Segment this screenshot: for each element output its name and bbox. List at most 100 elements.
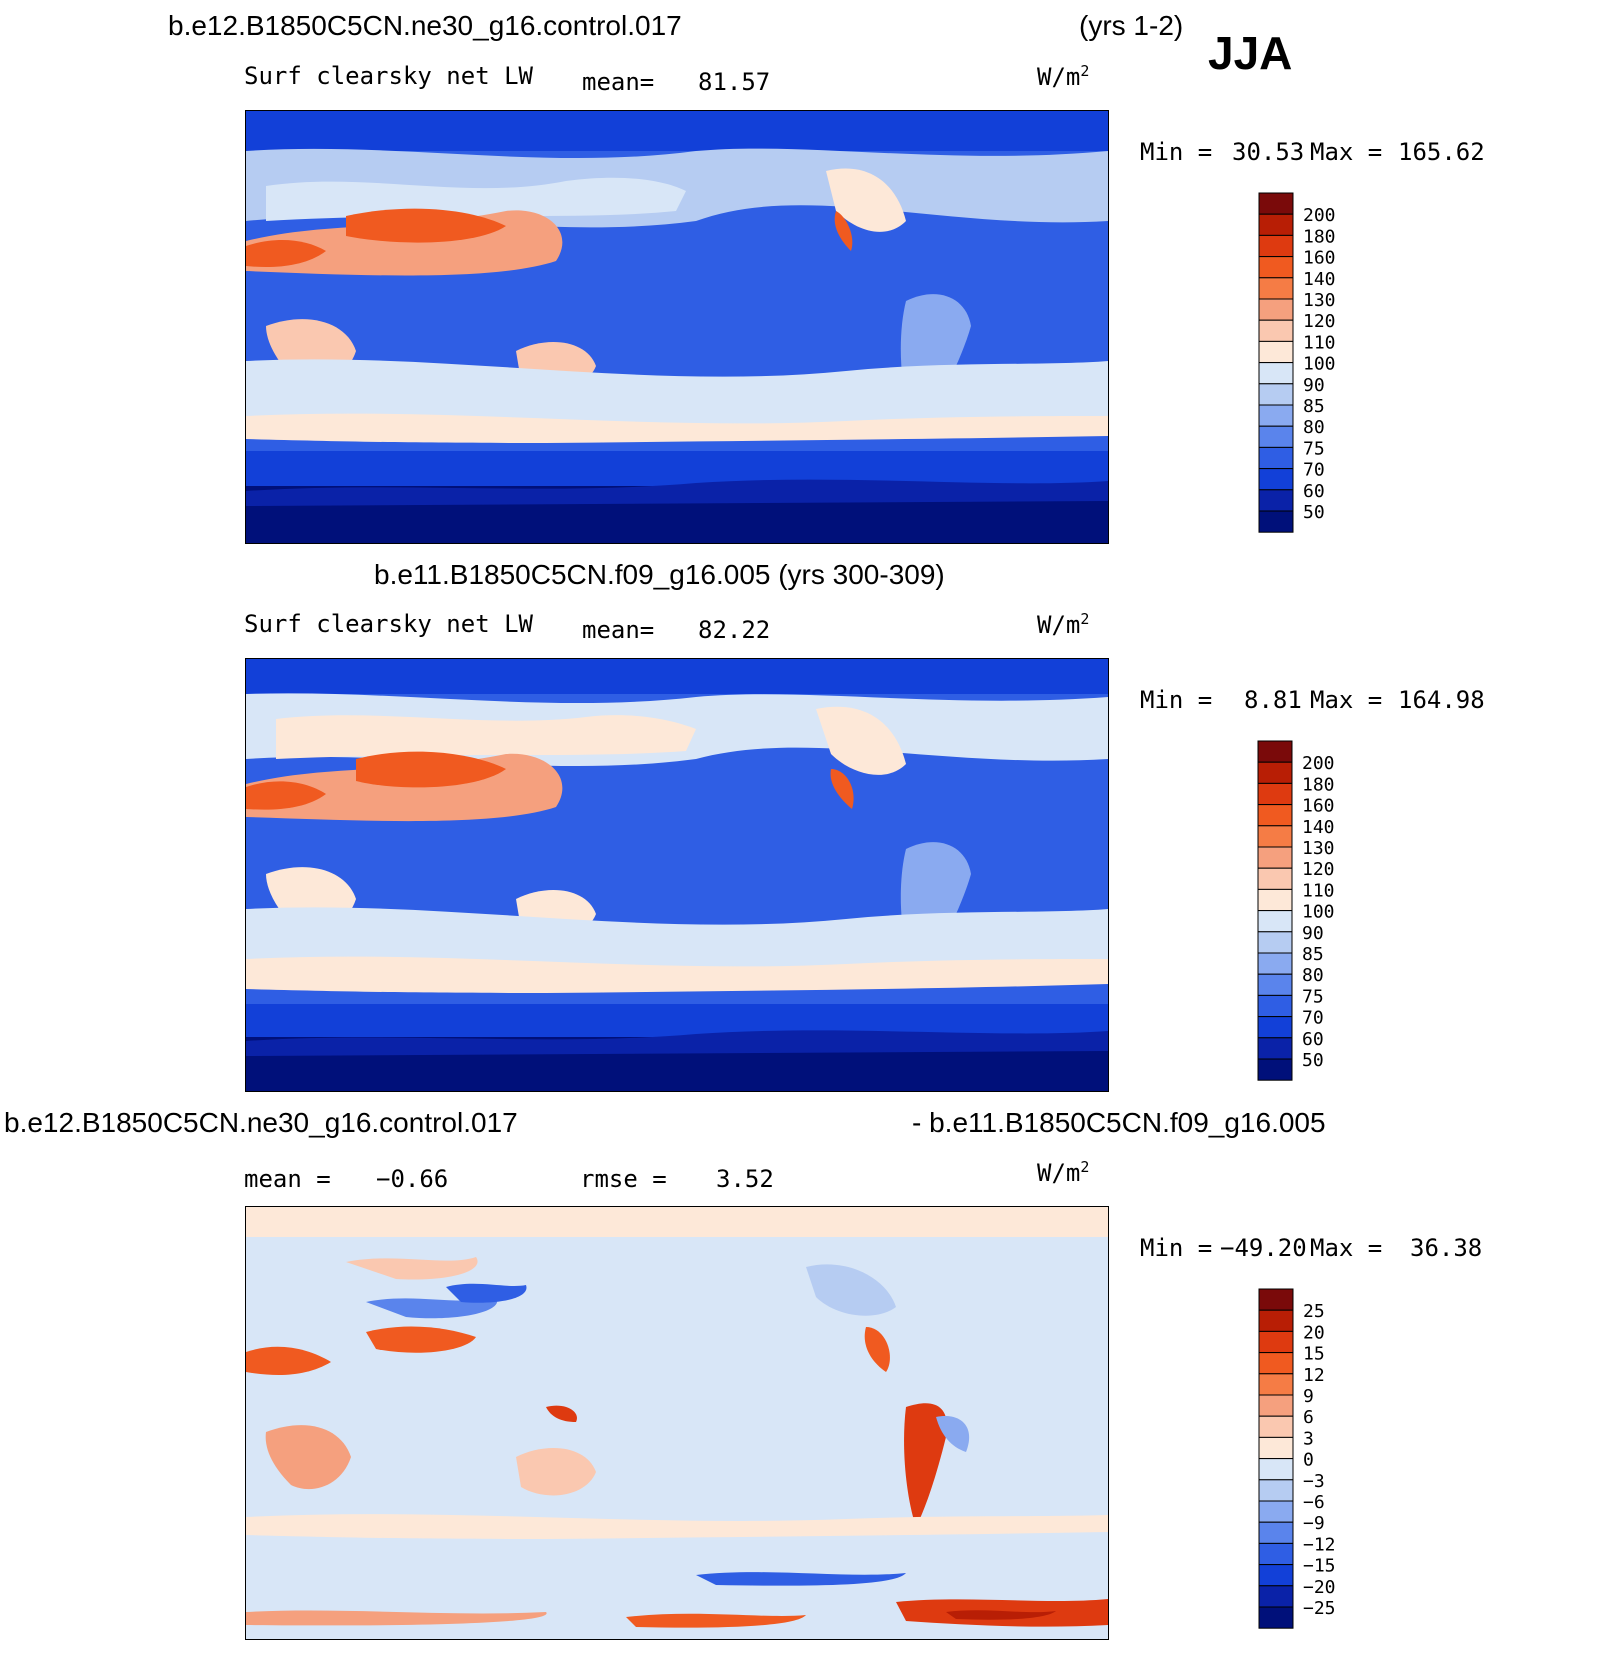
colorbar-label: 75 — [1303, 438, 1325, 459]
colorbar-label: 75 — [1302, 986, 1324, 1007]
colorbar-label: −15 — [1303, 1556, 1336, 1577]
colorbar-box — [1258, 1415, 1294, 1438]
colorbar-box — [1258, 489, 1294, 512]
colorbar-box — [1258, 468, 1294, 491]
colorbar-label: −9 — [1303, 1513, 1325, 1534]
colorbar-label: 130 — [1302, 838, 1335, 859]
colorbar-box — [1258, 404, 1294, 427]
middle-max-value: 164.98 — [1398, 686, 1485, 714]
colorbar-label: −3 — [1303, 1471, 1325, 1492]
colorbar-box — [1257, 804, 1293, 827]
colorbar-label: 20 — [1303, 1322, 1325, 1343]
colorbar-box — [1257, 952, 1293, 975]
colorbar-label: 90 — [1302, 923, 1324, 944]
colorbar-label: 70 — [1303, 460, 1325, 481]
colorbar-box — [1258, 1373, 1294, 1396]
top-max-value: 165.62 — [1398, 138, 1485, 166]
diff-min-label: Min = — [1140, 1234, 1213, 1262]
middle-mean-value: 82.22 — [698, 616, 771, 644]
diff-min-value: −49.20 — [1220, 1234, 1307, 1262]
colorbar-box — [1258, 362, 1294, 385]
colorbar-box — [1258, 425, 1294, 448]
diff-colorbar: 25 20 15 12 9 6 3 0 −3 −6 −9 −12 −15 −20 −25 — [1258, 1288, 1459, 1629]
colorbar-label: 60 — [1303, 481, 1325, 502]
top-min-label: Min = — [1140, 138, 1213, 166]
top-map — [245, 110, 1109, 544]
diff-title-left: b.e12.B1850C5CN.ne30_g16.control.017 — [4, 1107, 518, 1138]
colorbar-box — [1258, 1564, 1294, 1587]
colorbar-box — [1258, 1309, 1294, 1332]
case1-title: b.e12.B1850C5CN.ne30_g16.control.017 — [168, 10, 682, 41]
colorbar-box — [1257, 910, 1293, 933]
colorbar-label: −20 — [1303, 1577, 1336, 1598]
middle-colorbar: 200 180 160 140 130 120 110 100 90 85 80 75 70 60 50 — [1257, 740, 1458, 1081]
diff-map-field — [246, 1207, 1108, 1639]
diff-map — [245, 1206, 1109, 1640]
colorbar-label: 85 — [1303, 396, 1325, 417]
colorbar-box — [1257, 782, 1293, 806]
colorbar-label: −25 — [1303, 1598, 1336, 1619]
colorbar-label: 9 — [1303, 1386, 1314, 1407]
diff-max-value: 36.38 — [1410, 1234, 1483, 1262]
diff-mean-label: mean = — [244, 1165, 331, 1193]
diff-rmse-value: 3.52 — [716, 1165, 774, 1193]
colorbar-label: 85 — [1302, 944, 1324, 965]
case1-years: (yrs 1-2) — [1079, 10, 1184, 41]
colorbar-label: −6 — [1303, 1492, 1325, 1513]
top-variable-label: Surf clearsky net LW — [244, 62, 533, 90]
colorbar-box — [1257, 1037, 1293, 1060]
colorbar-label: 200 — [1303, 205, 1336, 226]
colorbar-box — [1258, 1436, 1294, 1460]
colorbar-label: 90 — [1303, 375, 1325, 396]
colorbar-box — [1258, 1521, 1294, 1544]
colorbar-box — [1257, 1016, 1293, 1039]
colorbar-box — [1257, 740, 1293, 763]
colorbar-box — [1258, 1330, 1294, 1354]
colorbar-label: 200 — [1302, 753, 1335, 774]
top-units: W/m2 — [1037, 62, 1090, 91]
colorbar-box — [1258, 1606, 1294, 1629]
middle-min-value: 8.81 — [1244, 686, 1302, 714]
colorbar-box — [1257, 888, 1293, 912]
top-min-value: 30.53 — [1232, 138, 1305, 166]
middle-units: W/m2 — [1037, 610, 1090, 639]
middle-max-label: Max = — [1310, 686, 1383, 714]
middle-title: b.e11.B1850C5CN.f09_g16.005 (yrs 300-309… — [374, 559, 945, 590]
colorbar-box — [1257, 1058, 1293, 1081]
season-label: JJA — [1208, 27, 1293, 79]
colorbar-label: 80 — [1302, 965, 1324, 986]
middle-map-field — [246, 659, 1108, 1091]
colorbar-label: 50 — [1302, 1050, 1324, 1071]
colorbar-box — [1258, 1500, 1294, 1523]
colorbar-box — [1258, 319, 1294, 342]
diff-max-label: Max = — [1310, 1234, 1383, 1262]
colorbar-label: 70 — [1302, 1008, 1324, 1029]
colorbar-box — [1258, 192, 1294, 215]
colorbar-box — [1258, 1288, 1294, 1311]
colorbar-box — [1258, 1585, 1294, 1608]
colorbar-box — [1258, 1479, 1294, 1502]
colorbar-label: 25 — [1303, 1301, 1325, 1322]
colorbar-label: 140 — [1302, 817, 1335, 838]
colorbar-label: 110 — [1302, 880, 1335, 901]
colorbar-box — [1257, 867, 1293, 890]
top-mean-label: mean= — [582, 68, 655, 96]
middle-variable-label: Surf clearsky net LW — [244, 610, 533, 638]
colorbar-box — [1258, 510, 1294, 533]
colorbar-box — [1258, 1394, 1294, 1417]
colorbar-box — [1257, 825, 1293, 848]
colorbar-label: 120 — [1302, 859, 1335, 880]
colorbar-label: 100 — [1303, 354, 1336, 375]
diff-units: W/m2 — [1037, 1158, 1090, 1187]
top-map-field — [246, 111, 1108, 543]
colorbar-label: 0 — [1303, 1450, 1314, 1471]
colorbar-label: 6 — [1303, 1407, 1314, 1428]
colorbar-label: 160 — [1303, 248, 1336, 269]
colorbar-label: 180 — [1303, 226, 1336, 247]
diff-rmse-label: rmse = — [580, 1165, 667, 1193]
colorbar-label: −12 — [1303, 1534, 1336, 1555]
colorbar-box — [1257, 931, 1293, 954]
colorbar-label: 60 — [1302, 1029, 1324, 1050]
colorbar-box — [1258, 340, 1294, 364]
colorbar-box — [1258, 1458, 1294, 1481]
